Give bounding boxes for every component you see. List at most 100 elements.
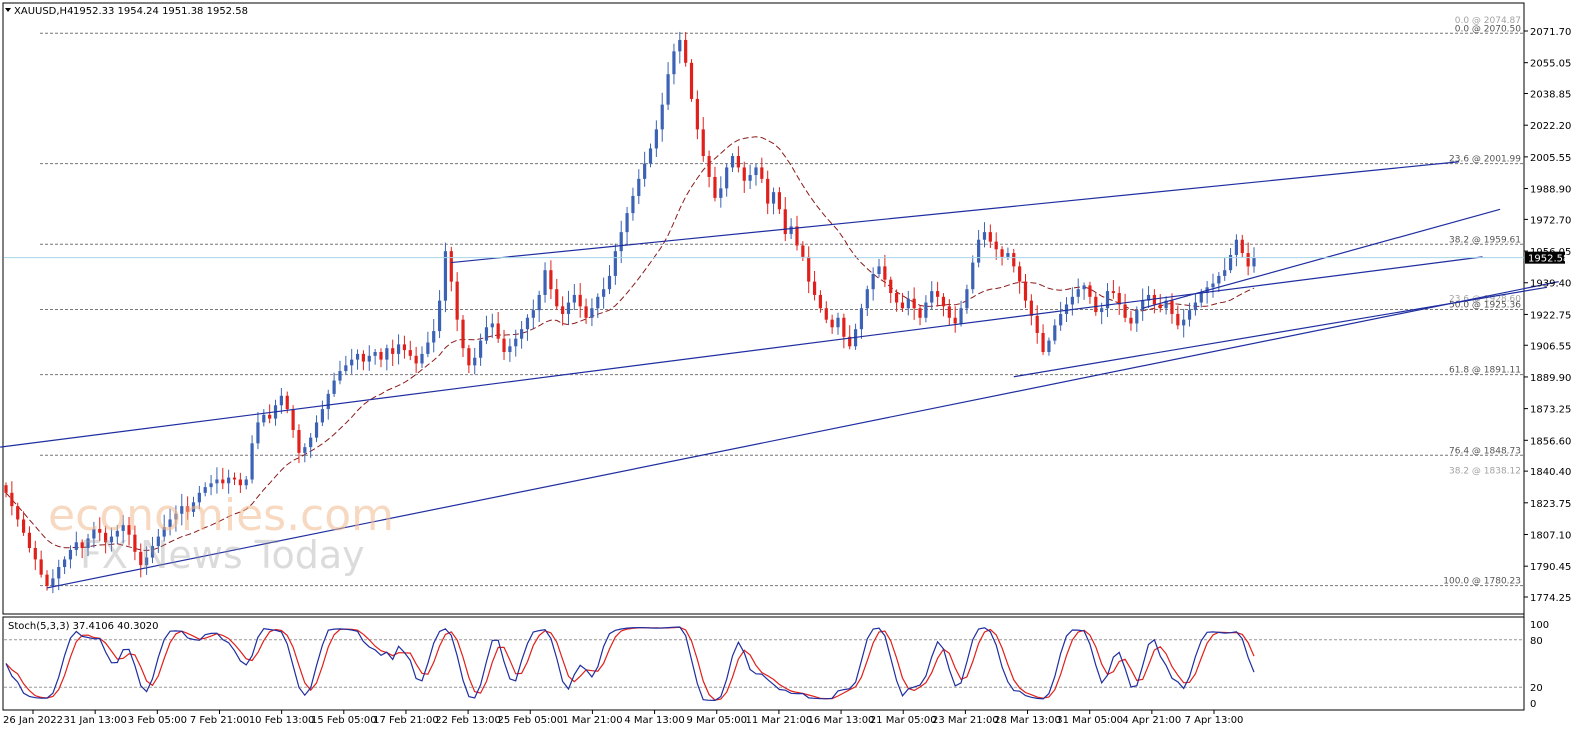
candle-body xyxy=(848,336,852,347)
candle-body xyxy=(227,477,231,484)
candle-body xyxy=(1035,315,1039,333)
candle-body xyxy=(45,574,49,587)
candle-body xyxy=(367,355,371,362)
candle-body xyxy=(1012,253,1016,267)
candle-body xyxy=(361,353,366,362)
candle-body xyxy=(104,532,108,543)
candle-body xyxy=(238,479,242,486)
candle-body xyxy=(865,289,869,309)
candle-body xyxy=(1187,310,1192,320)
candle-body xyxy=(795,226,799,246)
candle-body xyxy=(1170,300,1174,314)
candle-body xyxy=(437,300,442,332)
candle-body xyxy=(1223,270,1227,276)
candle-body xyxy=(1246,253,1250,267)
candle-body xyxy=(1029,300,1033,316)
candle-body xyxy=(725,167,729,189)
candle-body xyxy=(74,542,78,550)
candle-body xyxy=(291,409,295,431)
time-tick-label: 28 Mar 13:00 xyxy=(994,715,1061,726)
candle-body xyxy=(1006,253,1010,257)
trendline[interactable] xyxy=(0,256,1483,448)
candle-body xyxy=(1094,296,1098,313)
candle-body xyxy=(754,167,758,176)
candle-body xyxy=(760,167,764,179)
fib-label: 61.8 @ 1891.11 xyxy=(1449,366,1521,376)
price-tick-label: 2038.85 xyxy=(1530,90,1571,101)
candle-body xyxy=(531,310,535,318)
candle-body xyxy=(496,323,500,339)
candle-body xyxy=(473,357,477,366)
candle-body xyxy=(186,506,190,512)
candle-body xyxy=(250,443,254,480)
candle-body xyxy=(408,350,412,356)
candle-body xyxy=(508,346,512,353)
candle-body xyxy=(643,163,647,179)
candle-body xyxy=(1199,293,1203,303)
time-tick-label: 21 Mar 05:00 xyxy=(870,715,937,726)
time-tick-label: 7 Feb 21:00 xyxy=(190,715,249,726)
candle-body xyxy=(262,414,266,423)
candle-body xyxy=(1053,325,1057,341)
candle-body xyxy=(602,289,606,297)
candle-body xyxy=(57,567,61,579)
fib-label: 23.6 @ 1928.60 xyxy=(1449,294,1521,304)
candle-body xyxy=(203,487,207,493)
candle-body xyxy=(449,251,453,282)
candle-body xyxy=(303,447,307,453)
candle-body xyxy=(783,209,787,235)
trendline[interactable] xyxy=(46,281,1559,589)
price-tick-label: 1807.10 xyxy=(1530,530,1571,541)
price-tick-label: 1939.40 xyxy=(1530,279,1571,290)
candle-body xyxy=(145,557,149,566)
candle-body xyxy=(654,129,658,149)
symbol-dropdown-icon[interactable] xyxy=(5,8,11,12)
candle-body xyxy=(1076,289,1080,297)
candle-body xyxy=(168,519,172,528)
fib-label: 38.2 @ 1838.12 xyxy=(1449,466,1521,476)
candle-body xyxy=(396,344,401,354)
candle-body xyxy=(426,342,430,354)
price-tick-label: 2055.05 xyxy=(1530,59,1571,70)
candle-body xyxy=(1000,249,1004,257)
price-tick-label: 2071.70 xyxy=(1530,27,1571,38)
header-ohlc: 1952.33 1954.24 1951.38 1952.58 xyxy=(73,6,248,17)
candle-body xyxy=(314,422,319,438)
candle-body xyxy=(215,479,219,484)
candle-body xyxy=(1193,302,1198,311)
candle-body xyxy=(514,338,518,347)
stoch-main-line xyxy=(5,626,1255,702)
candle-body xyxy=(10,492,14,507)
candle-body xyxy=(209,483,213,488)
time-tick-label: 17 Feb 21:00 xyxy=(373,715,439,726)
candle-body xyxy=(648,148,653,164)
candle-body xyxy=(771,192,776,204)
price-tick-label: 2005.55 xyxy=(1530,153,1571,164)
candle-body xyxy=(619,232,623,252)
trendline[interactable] xyxy=(1013,286,1548,378)
candle-body xyxy=(801,245,805,257)
candle-body xyxy=(1182,319,1186,326)
candle-body xyxy=(62,559,67,568)
candle-body xyxy=(133,534,137,552)
stoch-signal-line xyxy=(5,626,1255,701)
time-tick-label: 31 Jan 13:00 xyxy=(63,715,126,726)
stoch-tick-label: 80 xyxy=(1530,636,1543,647)
candle-body xyxy=(420,353,424,364)
price-tick-label: 1988.90 xyxy=(1530,185,1571,196)
candle-body xyxy=(930,291,934,303)
price-tick-label: 1922.75 xyxy=(1530,310,1571,321)
time-tick-label: 4 Apr 21:00 xyxy=(1122,715,1181,726)
candle-body xyxy=(16,506,20,520)
candle-body xyxy=(92,528,96,539)
candle-body xyxy=(1059,313,1063,326)
candle-body xyxy=(590,308,594,318)
candle-body xyxy=(309,437,313,448)
trendline[interactable] xyxy=(1142,208,1501,309)
candle-body xyxy=(1129,317,1133,324)
candle-body xyxy=(613,251,617,276)
time-tick-label: 22 Feb 13:00 xyxy=(435,715,501,726)
trendline[interactable] xyxy=(451,161,1460,264)
time-tick-label: 31 Mar 05:00 xyxy=(1056,715,1123,726)
